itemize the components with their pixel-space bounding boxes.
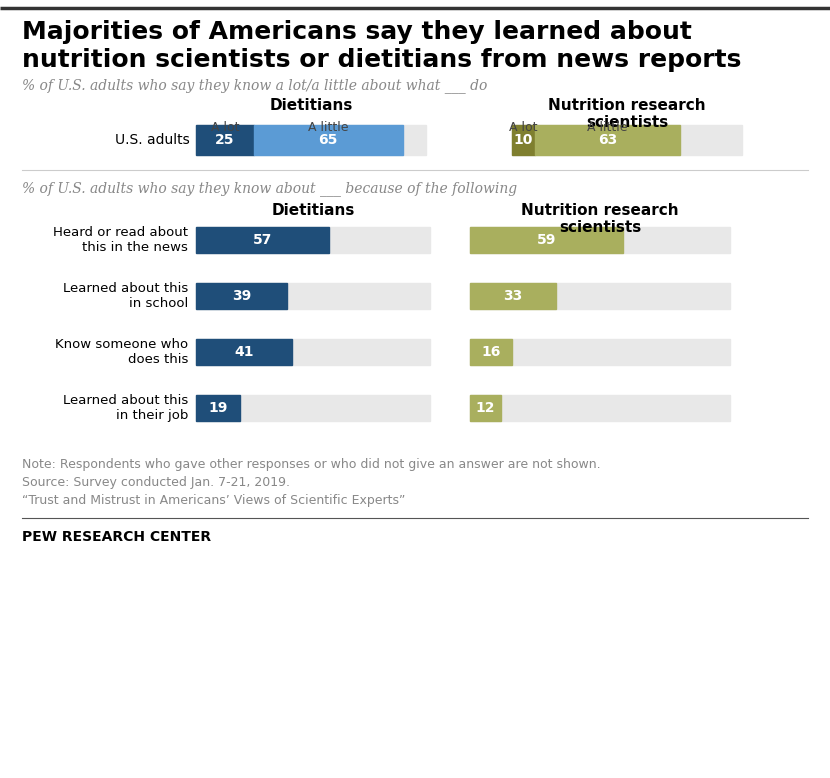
Bar — [253, 125, 403, 155]
Bar — [196, 395, 241, 421]
Text: “Trust and Mistrust in Americans’ Views of Scientific Experts”: “Trust and Mistrust in Americans’ Views … — [22, 494, 405, 507]
Text: Know someone who
does this: Know someone who does this — [55, 338, 188, 366]
Text: % of U.S. adults who say they know a lot/a little about what ___ do: % of U.S. adults who say they know a lot… — [22, 78, 487, 93]
Text: 33: 33 — [503, 289, 523, 303]
Text: PEW RESEARCH CENTER: PEW RESEARCH CENTER — [22, 530, 211, 544]
Bar — [470, 395, 501, 421]
Bar — [196, 339, 430, 365]
Text: 41: 41 — [234, 345, 254, 359]
Bar — [512, 125, 742, 155]
Text: Note: Respondents who gave other responses or who did not give an answer are not: Note: Respondents who gave other respons… — [22, 458, 601, 471]
Bar — [196, 125, 253, 155]
Text: 65: 65 — [319, 133, 338, 147]
Text: Majorities of Americans say they learned about: Majorities of Americans say they learned… — [22, 20, 692, 44]
Text: Nutrition research
scientists: Nutrition research scientists — [548, 98, 706, 131]
Text: 39: 39 — [232, 289, 251, 303]
Bar — [470, 283, 556, 309]
Text: 57: 57 — [253, 233, 272, 247]
Bar — [196, 125, 426, 155]
Text: Dietitians: Dietitians — [271, 203, 354, 218]
Bar — [470, 395, 730, 421]
Text: A lot: A lot — [211, 121, 239, 134]
Text: 10: 10 — [514, 133, 533, 147]
Bar — [470, 283, 730, 309]
Text: A lot: A lot — [510, 121, 538, 134]
Bar — [196, 339, 292, 365]
Bar — [470, 227, 730, 253]
Text: 16: 16 — [481, 345, 500, 359]
Bar — [512, 125, 535, 155]
Text: A little: A little — [308, 121, 349, 134]
Text: 59: 59 — [537, 233, 556, 247]
Bar — [196, 283, 430, 309]
Bar — [470, 227, 623, 253]
Bar — [196, 227, 330, 253]
Text: 25: 25 — [215, 133, 235, 147]
Text: Nutrition research
scientists: Nutrition research scientists — [521, 203, 679, 236]
Text: Dietitians: Dietitians — [269, 98, 353, 113]
Text: 19: 19 — [208, 401, 228, 415]
Bar — [196, 395, 430, 421]
Bar — [535, 125, 680, 155]
Bar — [196, 283, 287, 309]
Text: Learned about this
in school: Learned about this in school — [63, 282, 188, 310]
Text: A little: A little — [587, 121, 627, 134]
Text: U.S. adults: U.S. adults — [115, 133, 190, 147]
Bar — [196, 227, 430, 253]
Text: Source: Survey conducted Jan. 7-21, 2019.: Source: Survey conducted Jan. 7-21, 2019… — [22, 476, 290, 489]
Text: Learned about this
in their job: Learned about this in their job — [63, 394, 188, 422]
Text: Heard or read about
this in the news: Heard or read about this in the news — [53, 226, 188, 254]
Bar — [470, 339, 511, 365]
Text: 12: 12 — [476, 401, 496, 415]
Bar — [470, 339, 730, 365]
Text: 63: 63 — [598, 133, 617, 147]
Text: % of U.S. adults who say they know about ___ because of the following: % of U.S. adults who say they know about… — [22, 181, 517, 196]
Text: nutrition scientists or dietitians from news reports: nutrition scientists or dietitians from … — [22, 48, 741, 72]
